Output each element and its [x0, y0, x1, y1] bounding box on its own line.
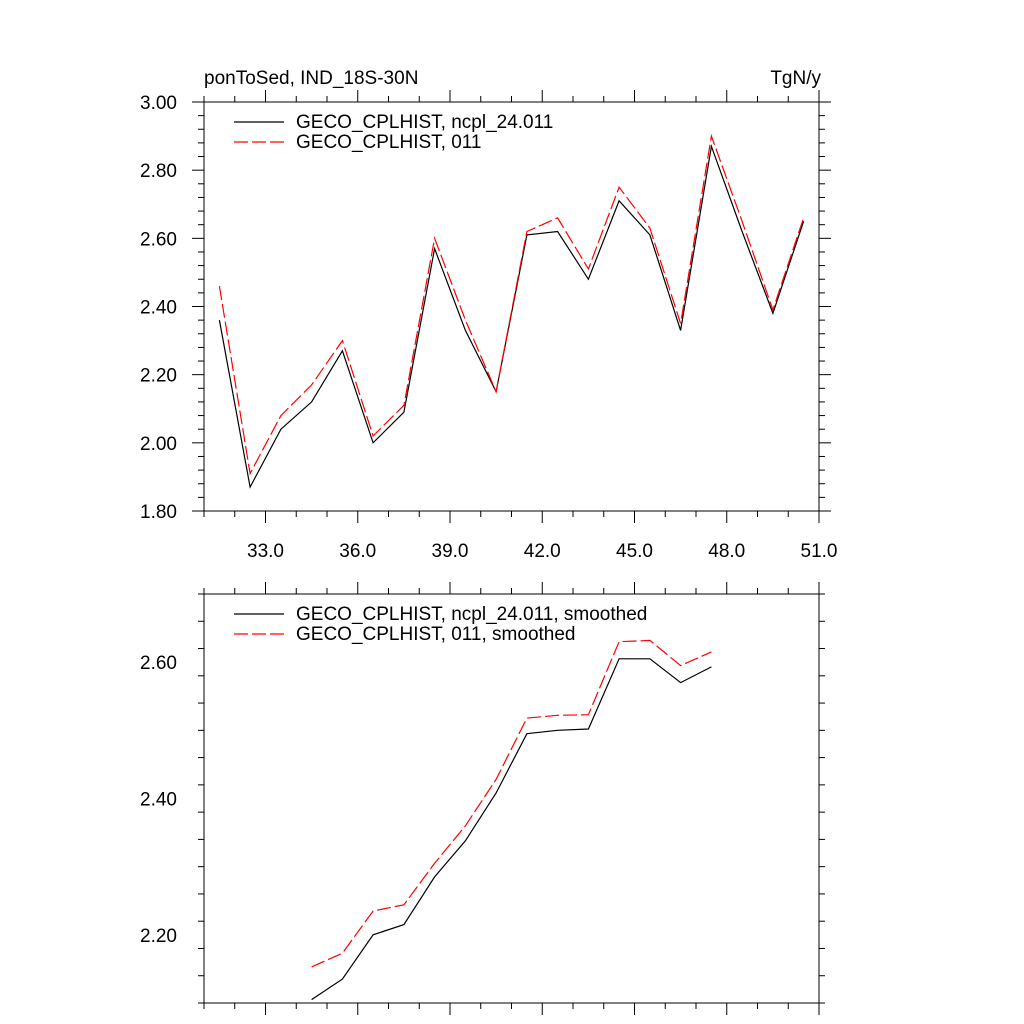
y-tick-label: 2.20 [140, 926, 177, 947]
y-tick-label: 2.60 [140, 229, 177, 250]
chart-title-right: TgN/y [770, 68, 821, 89]
x-tick-label: 36.0 [339, 541, 376, 562]
legend-bottom: GECO_CPLHIST, ncpl_24.011, smoothedGECO_… [234, 604, 647, 645]
chart-title-left: ponToSed, IND_18S-30N [204, 68, 418, 89]
x-tick-label: 42.0 [524, 541, 561, 562]
plot-frame-bottom [203, 593, 820, 1004]
series-line-2 [218, 133, 805, 476]
legend-label-1: GECO_CPLHIST, ncpl_24.011 [296, 112, 553, 133]
panel-bottom: 2.20 2.40 2.60 GECO_CPLHIST, ncpl_24.011, … [140, 582, 825, 1015]
legend-label-2: GECO_CPLHIST, 011, smoothed [296, 624, 576, 645]
y-tick-label: 2.00 [140, 434, 177, 455]
legend-label-1: GECO_CPLHIST, ncpl_24.011, smoothed [296, 604, 647, 625]
panel-top: ponToSed, IND_18S-30N TgN/y 33.0 36.0 39.0… [140, 68, 837, 562]
x-tick-label: 48.0 [708, 541, 745, 562]
y-tick-label: 2.40 [140, 790, 177, 811]
axis-ticks-top: 33.0 36.0 39.0 42.0 45.0 48.0 51.0 1.80 2.00 2.20… [140, 90, 837, 562]
x-tick-label: 45.0 [616, 541, 653, 562]
series-group-bottom [311, 639, 712, 1001]
x-tick-label: 33.0 [247, 541, 284, 562]
y-tick-label: 2.40 [140, 298, 177, 319]
series-line-1 [311, 658, 712, 1001]
y-tick-label: 2.80 [140, 161, 177, 182]
axis-ticks-bottom: 2.20 2.40 2.60 [140, 582, 825, 1015]
y-tick-label: 1.80 [140, 502, 177, 523]
y-tick-label: 2.60 [140, 653, 177, 674]
x-tick-label: 51.0 [801, 541, 838, 562]
legend-label-2: GECO_CPLHIST, 011 [296, 132, 482, 153]
x-tick-label: 39.0 [432, 541, 469, 562]
series-line-2 [311, 639, 712, 968]
y-tick-label: 2.20 [140, 366, 177, 387]
series-line-1 [218, 143, 805, 489]
plot-frame-top [203, 101, 820, 512]
y-tick-label: 3.00 [140, 93, 177, 114]
series-group-top [218, 133, 805, 489]
